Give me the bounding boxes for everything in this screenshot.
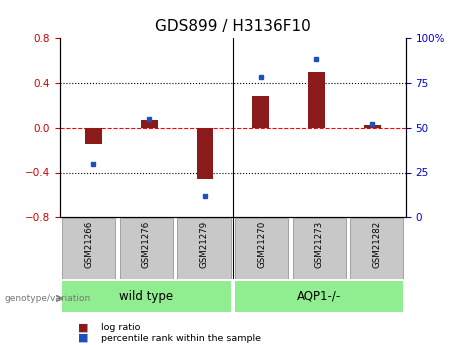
Bar bbox=[85, 128, 102, 145]
Bar bbox=[62, 218, 115, 279]
Bar bbox=[62, 281, 230, 312]
Text: GSM21266: GSM21266 bbox=[84, 220, 93, 268]
Text: GSM21276: GSM21276 bbox=[142, 220, 151, 268]
Title: GDS899 / H3136F10: GDS899 / H3136F10 bbox=[155, 19, 311, 34]
Bar bbox=[252, 96, 269, 128]
Bar bbox=[177, 218, 230, 279]
Text: ■: ■ bbox=[78, 333, 89, 343]
Text: wild type: wild type bbox=[119, 289, 173, 303]
Text: GSM21270: GSM21270 bbox=[257, 220, 266, 268]
Bar bbox=[308, 71, 325, 128]
Bar bbox=[196, 128, 213, 179]
Text: genotype/variation: genotype/variation bbox=[5, 294, 91, 303]
Bar bbox=[364, 125, 381, 128]
Bar bbox=[141, 120, 158, 128]
Text: AQP1-/-: AQP1-/- bbox=[297, 289, 341, 303]
Bar bbox=[293, 218, 346, 279]
Text: GSM21282: GSM21282 bbox=[372, 220, 381, 268]
Text: ■: ■ bbox=[78, 323, 89, 333]
Text: GSM21279: GSM21279 bbox=[200, 220, 208, 268]
Bar bbox=[350, 218, 403, 279]
Bar bbox=[235, 281, 403, 312]
Text: percentile rank within the sample: percentile rank within the sample bbox=[101, 334, 261, 343]
Bar bbox=[235, 218, 288, 279]
Text: log ratio: log ratio bbox=[101, 323, 141, 332]
Bar bbox=[120, 218, 173, 279]
Text: GSM21273: GSM21273 bbox=[315, 220, 324, 268]
